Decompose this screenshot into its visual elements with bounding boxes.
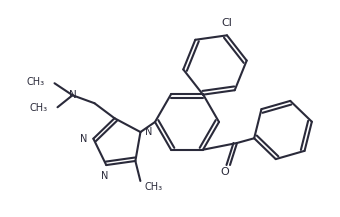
Text: O: O	[221, 167, 230, 177]
Text: Cl: Cl	[222, 18, 233, 28]
Text: CH₃: CH₃	[27, 77, 45, 87]
Text: CH₃: CH₃	[29, 103, 48, 113]
Text: CH₃: CH₃	[144, 182, 163, 192]
Text: N: N	[80, 134, 87, 144]
Text: N: N	[146, 127, 153, 137]
Text: N: N	[69, 90, 76, 100]
Text: N: N	[101, 171, 108, 181]
